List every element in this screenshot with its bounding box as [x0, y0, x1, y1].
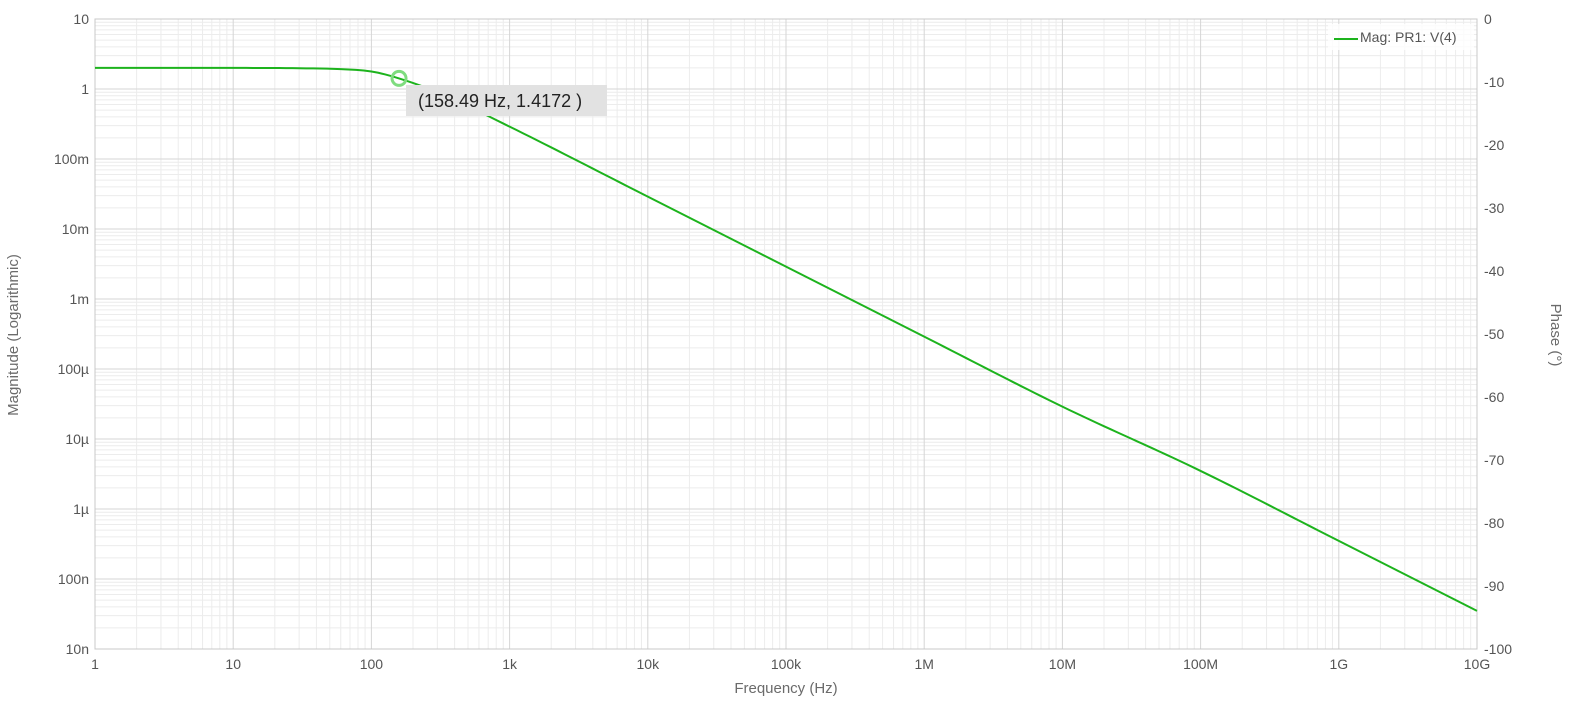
- y-tick-label: 10: [73, 11, 89, 27]
- y-axis-tick-labels: 10 1 100m 10m 1m 100µ 10µ 1µ 100n 10n: [54, 11, 89, 657]
- cursor-readout-label: (158.49 Hz, 1.4172 ): [418, 91, 582, 111]
- y2-tick-label: -20: [1484, 137, 1504, 153]
- y2-tick-label: -90: [1484, 578, 1504, 594]
- series-line-mag-pr1-v4: [95, 66, 1478, 612]
- plot-frame: [94, 18, 1478, 650]
- y2-tick-label: -70: [1484, 452, 1504, 468]
- y-tick-label: 1: [81, 81, 89, 97]
- x-tick-label: 1: [91, 656, 99, 672]
- y-tick-label: 1µ: [73, 501, 89, 517]
- x-tick-label: 100: [360, 656, 384, 672]
- y-tick-label: 100n: [58, 571, 89, 587]
- legend-label: Mag: PR1: V(4): [1360, 29, 1456, 45]
- cursor-marker: [390, 69, 408, 87]
- x-tick-label: 100k: [771, 656, 802, 672]
- legend[interactable]: Mag: PR1: V(4): [1328, 24, 1474, 50]
- cursor-readout-box: [406, 85, 607, 116]
- major-grid: [94, 18, 1478, 650]
- x-tick-label: 10M: [1049, 656, 1076, 672]
- x-tick-label: 1M: [914, 656, 933, 672]
- y-axis-title: Magnitude (Logarithmic): [5, 254, 22, 416]
- y2-tick-label: -40: [1484, 263, 1504, 279]
- cursor-readout[interactable]: (158.49 Hz, 1.4172 ): [406, 85, 607, 116]
- x-tick-label: 10k: [637, 656, 661, 672]
- y-tick-label: 1m: [70, 291, 89, 307]
- x-tick-label: 10: [225, 656, 241, 672]
- x-axis-title: Frequency (Hz): [734, 680, 837, 697]
- y2-tick-label: -60: [1484, 389, 1504, 405]
- y2-axis-tick-labels: 0 -10 -20 -30 -40 -50 -60 -70 -80 -90 -100: [1484, 11, 1512, 657]
- y2-axis-title: Phase (°): [1547, 304, 1564, 367]
- x-tick-label: 100M: [1183, 656, 1218, 672]
- y-tick-label: 100m: [54, 151, 89, 167]
- x-tick-label: 10G: [1464, 656, 1490, 672]
- y-tick-label: 100µ: [58, 361, 89, 377]
- y-tick-label: 10n: [66, 641, 89, 657]
- y2-tick-label: 0: [1484, 11, 1492, 27]
- x-tick-label: 1k: [502, 656, 518, 672]
- y2-tick-label: -50: [1484, 326, 1504, 342]
- series-layer: [95, 66, 1478, 612]
- y2-tick-label: -30: [1484, 200, 1504, 216]
- y-tick-label: 10µ: [65, 431, 89, 447]
- x-axis-tick-labels: 1 10 100 1k 10k 100k 1M 10M 100M 1G 10G: [91, 656, 1490, 672]
- y2-tick-label: -80: [1484, 515, 1504, 531]
- x-tick-label: 1G: [1329, 656, 1348, 672]
- y2-tick-label: -10: [1484, 74, 1504, 90]
- y-tick-label: 10m: [62, 221, 89, 237]
- y2-tick-label: -100: [1484, 641, 1512, 657]
